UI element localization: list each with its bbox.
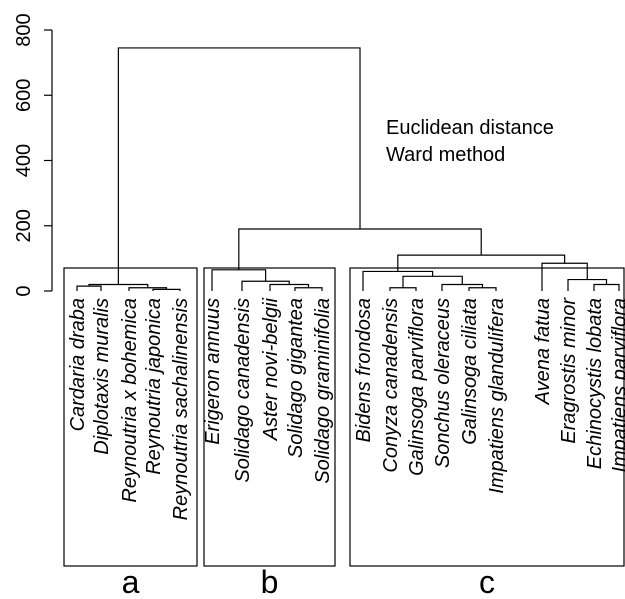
- dendrogram-link: [152, 288, 181, 291]
- leaf-label: Aster novi-belgii: [260, 297, 282, 441]
- dendrogram-link: [468, 287, 497, 291]
- dendrogram-link: [294, 287, 323, 291]
- dendrogram-link: [593, 283, 620, 291]
- dendrogram-link: [402, 275, 463, 288]
- annotation-method: Ward method: [386, 144, 505, 166]
- leaf-label: Solidago gigantea: [285, 298, 307, 458]
- leaf-label: Galinsoga ciliata: [459, 298, 481, 445]
- leaf-labels: Cardaria draba Diplotaxis muralis Reynoutr…: [67, 297, 625, 521]
- leaf-label: Sonchus oleraceus: [432, 298, 454, 468]
- group-box-a: [63, 267, 198, 567]
- leaf-label: Galinsoga parviflora: [406, 298, 428, 476]
- leaf-label: Erigeron annuus: [202, 298, 224, 445]
- leaf-label: Bidens frondosa: [353, 298, 375, 443]
- y-tick-label: 400: [13, 144, 35, 177]
- leaf-label: Impatiens parviflora: [609, 298, 625, 473]
- dendrogram-link: [241, 280, 290, 291]
- group-box-c: [349, 267, 625, 567]
- leaf-label: Eragrostis minor: [558, 297, 580, 444]
- y-tick-label: 0: [13, 285, 35, 296]
- dendrogram-link: [541, 262, 588, 291]
- group-label-b: b: [261, 564, 279, 599]
- dendrogram-link: [238, 228, 482, 270]
- dendrogram-link: [117, 47, 361, 285]
- y-tick-label: 200: [13, 209, 35, 242]
- leaf-label: Solidago graminifolia: [312, 298, 334, 484]
- leaf-label: Diplotaxis muralis: [91, 298, 113, 455]
- leaf-label: Echinocystis lobata: [584, 298, 606, 469]
- y-axis: 0 200 400 600 800: [13, 13, 53, 297]
- dendrogram-link: [76, 285, 102, 291]
- annotation-distance: Euclidean distance: [386, 117, 554, 139]
- leaf-label: Avena fatua: [532, 298, 554, 405]
- group-boxes: a b c: [63, 267, 625, 599]
- leaf-label: Solidago canadensis: [232, 298, 254, 483]
- leaf-label: Reynoutria sachalinensis: [170, 298, 192, 520]
- leaf-label: Conyza canadensis: [380, 298, 402, 473]
- dendrogram-link: [211, 269, 267, 291]
- dendrogram-link: [389, 287, 417, 291]
- y-tick-label: 600: [13, 79, 35, 112]
- group-label-c: c: [479, 564, 495, 599]
- leaf-label: Cardaria draba: [67, 298, 89, 431]
- dendrogram-link: [397, 254, 566, 272]
- group-box-b: [203, 267, 336, 567]
- dendrogram-link: [567, 278, 608, 291]
- leaf-label: Reynoutria x bohemica: [119, 298, 141, 503]
- y-tick-label: 800: [13, 13, 35, 46]
- group-label-a: a: [122, 564, 140, 599]
- leaf-label: Reynoutria japonica: [143, 298, 165, 475]
- dendrogram-tree: [76, 47, 620, 291]
- leaf-label: Impatiens glandulifera: [486, 298, 508, 494]
